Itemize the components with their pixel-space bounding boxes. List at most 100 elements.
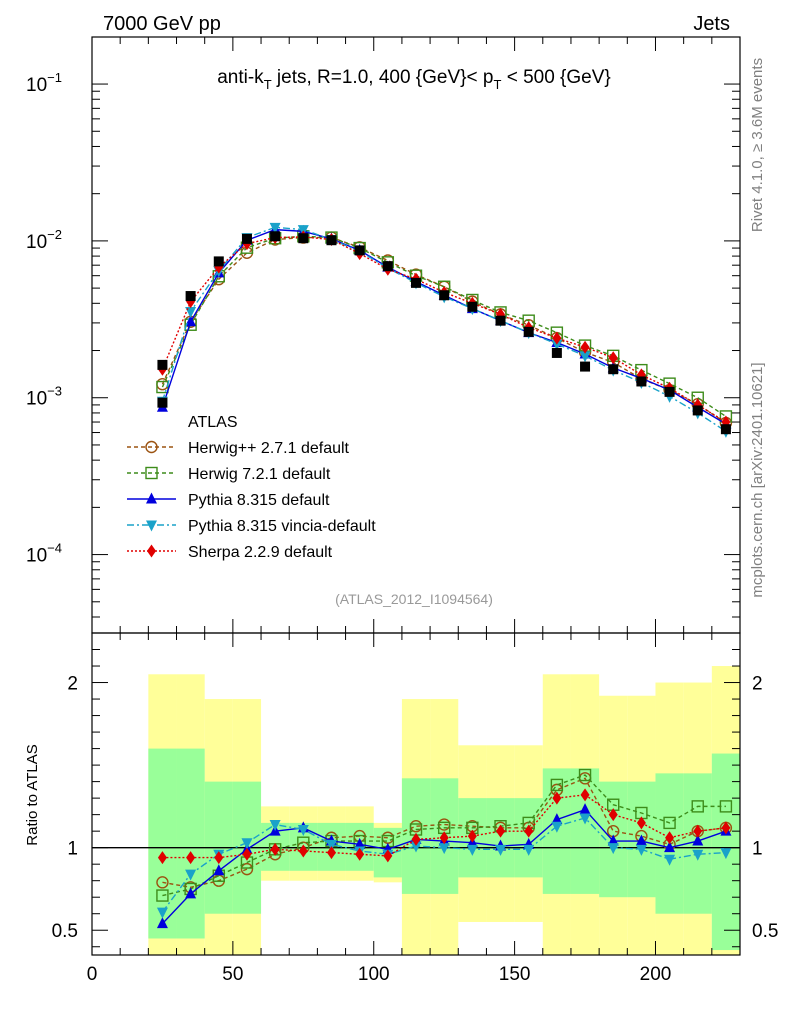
legend-label-atlas: ATLAS — [188, 414, 238, 431]
atlas-data-point — [411, 277, 421, 288]
pythia-8-315-vincia-default-ratio-point — [466, 844, 478, 856]
sherpa-2-2-9-default-ratio-point — [496, 824, 506, 838]
y-tick-label-exponent: −3 — [47, 384, 62, 399]
herwig-7-2-1-default-ratio-point — [550, 778, 564, 792]
title-suffix: < 500 {GeV} — [501, 67, 610, 88]
title: anti-kT jets, R=1.0, 400 {GeV}< pT < 500… — [217, 67, 611, 92]
pythia-8-315-vincia-default-ratio-point — [692, 849, 704, 861]
legend-marker — [147, 544, 156, 558]
atlas-data-point — [467, 301, 478, 312]
atlas-data-point — [495, 315, 506, 326]
atlas-data-point — [241, 233, 252, 244]
x-tick-label: 150 — [499, 964, 531, 985]
pythia-8-315-vincia-default-ratio-point — [410, 841, 422, 853]
ratio-ylabel: Ratio to ATLAS — [24, 744, 41, 845]
y-tick-label-ratio: 2 — [67, 674, 78, 695]
pythia-8-315-vincia-default-main-point — [269, 222, 281, 234]
y-tick-label-ratio-right: 2 — [752, 674, 763, 695]
pythia-8-315-vincia-default-main-point — [551, 339, 563, 351]
atlas-data-point — [157, 359, 168, 370]
pythia-8-315-vincia-default-ratio-point — [269, 820, 281, 832]
pythia-8-315-default-ratio-point — [607, 834, 619, 846]
sherpa-2-2-9-default-ratio-point — [326, 846, 336, 860]
pythia-8-315-default-ratio-point — [635, 834, 647, 846]
y-tick-label-main: 10−4 — [26, 541, 62, 567]
y-tick-label-main: 10−1 — [26, 70, 62, 96]
atlas-data-point — [298, 233, 309, 244]
atlas-data-point — [664, 386, 675, 397]
sherpa-2-2-9-default-ratio-point — [580, 788, 590, 802]
sherpa-2-2-9-default-ratio-point — [157, 851, 167, 865]
herwig-2-7-1-default-ratio-line — [162, 777, 726, 889]
green-band-bin — [486, 798, 515, 878]
rivet-label: Rivet 4.1.0, ≥ 3.6M events — [749, 58, 766, 232]
sherpa-2-2-9-default-ratio-point — [721, 821, 731, 835]
sherpa-2-2-9-default-ratio-point — [439, 831, 449, 845]
pythia-8-315-default-ratio-point — [579, 803, 591, 815]
title-sub1: T — [264, 77, 272, 92]
legend-marker — [145, 466, 158, 480]
y-tick-label-ratio: 1 — [67, 839, 78, 860]
sherpa-2-2-9-default-ratio-point — [270, 842, 280, 856]
green-band-bin — [570, 768, 600, 894]
y-tick-label-main: 10−2 — [26, 227, 62, 253]
sherpa-2-2-9-default-ratio-point — [665, 831, 675, 845]
sherpa-2-2-9-default-ratio-point — [214, 851, 224, 865]
y-tick-label-main: 10−3 — [26, 384, 62, 410]
pythia-8-315-vincia-default-ratio-point — [664, 854, 676, 866]
sherpa-2-2-9-default-main-point — [608, 351, 618, 365]
herwig-7-2-1-default-ratio-point — [719, 800, 733, 813]
ratio-panel-frame — [91, 632, 741, 956]
pythia-8-315-default-ratio-point — [185, 887, 197, 899]
pythia-8-315-default-ratio-point — [664, 841, 676, 853]
y-tick-label-ratio-right: 1 — [752, 839, 763, 860]
sherpa-2-2-9-default-main-point — [552, 331, 562, 345]
pythia-8-315-default-ratio-point — [354, 837, 366, 849]
pythia-8-315-vincia-default-ratio-point — [325, 839, 337, 851]
y-tick-label-ratio-right: 0.5 — [752, 921, 778, 942]
y-tick-label-exponent: −4 — [47, 541, 62, 556]
sherpa-2-2-9-default-main-line — [161, 236, 727, 423]
atlas-data-point — [551, 347, 562, 358]
herwig-7-2-1-default-ratio-point — [156, 889, 169, 902]
atlas-data-point — [636, 376, 647, 387]
pythia-8-315-vincia-default-ratio-point — [607, 843, 619, 855]
sherpa-2-2-9-default-ratio-point — [383, 849, 393, 863]
sherpa-2-2-9-default-ratio-point — [524, 824, 534, 838]
sherpa-2-2-9-default-main-point — [580, 340, 590, 354]
atlas-data-point — [720, 424, 731, 435]
atlas-data-point — [382, 261, 393, 272]
atlas-data-point — [580, 361, 591, 372]
atlas-data-point — [523, 326, 534, 337]
pythia-8-315-default-ratio-point — [692, 834, 704, 846]
sherpa-2-2-9-default-ratio-point — [636, 816, 646, 830]
atlas-data-point — [213, 256, 224, 267]
pythia-8-315-default-ratio-point — [156, 917, 168, 929]
herwig-7-2-1-default-ratio-point — [663, 816, 676, 830]
y-tick-label-ratio: 0.5 — [52, 921, 78, 942]
pythia-8-315-default-ratio-point — [551, 813, 563, 825]
pythia-8-315-vincia-default-ratio-point — [495, 844, 507, 856]
pythia-8-315-vincia-default-ratio-point — [156, 907, 168, 919]
atlas-data-point — [270, 231, 281, 242]
atlas-data-point — [354, 245, 365, 256]
herwig-2-7-1-default-main-line — [161, 236, 727, 424]
pythia-8-315-vincia-default-ratio-point — [551, 821, 563, 833]
legend-marker — [145, 440, 158, 454]
sherpa-2-2-9-default-ratio-point — [186, 851, 196, 865]
legend-label: Sherpa 2.2.9 default — [188, 544, 333, 561]
x-tick-label: 200 — [640, 964, 672, 985]
sherpa-2-2-9-default-ratio-point — [298, 844, 308, 858]
sherpa-2-2-9-default-ratio-point — [693, 824, 703, 838]
y-tick-label-exponent: −2 — [47, 227, 62, 242]
herwig-7-2-1-default-main-line — [161, 235, 727, 418]
sherpa-2-2-9-default-ratio-line — [162, 794, 726, 859]
atlas-data-point — [185, 291, 196, 302]
sherpa-2-2-9-default-ratio-point — [608, 808, 618, 822]
sherpa-2-2-9-default-ratio-point — [355, 847, 365, 861]
pythia-8-315-vincia-default-ratio-point — [635, 844, 647, 856]
sherpa-2-2-9-default-ratio-point — [467, 829, 477, 843]
herwig-7-2-1-default-ratio-line — [162, 774, 726, 897]
pythia-8-315-vincia-default-ratio-point — [720, 848, 732, 860]
